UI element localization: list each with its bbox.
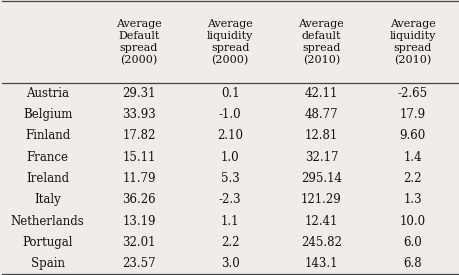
Text: 12.41: 12.41 [305, 214, 338, 228]
Text: Netherlands: Netherlands [11, 214, 84, 228]
Text: 36.26: 36.26 [122, 193, 156, 206]
Text: 9.60: 9.60 [399, 130, 426, 142]
Text: Average
liquidity
spread
(2010): Average liquidity spread (2010) [390, 18, 436, 65]
Text: 15.11: 15.11 [122, 151, 156, 164]
Text: 143.1: 143.1 [305, 257, 338, 270]
Text: 2.10: 2.10 [217, 130, 243, 142]
Text: Belgium: Belgium [23, 108, 73, 121]
Text: 6.8: 6.8 [403, 257, 422, 270]
Text: Ireland: Ireland [26, 172, 69, 185]
Text: -2.65: -2.65 [397, 87, 428, 100]
Text: Finland: Finland [25, 130, 70, 142]
Text: 5.3: 5.3 [221, 172, 240, 185]
Text: 2.2: 2.2 [221, 236, 240, 249]
Text: -1.0: -1.0 [219, 108, 241, 121]
Text: 11.79: 11.79 [122, 172, 156, 185]
Text: 1.1: 1.1 [221, 214, 240, 228]
Text: 42.11: 42.11 [305, 87, 338, 100]
Text: 23.57: 23.57 [122, 257, 156, 270]
Text: 245.82: 245.82 [301, 236, 342, 249]
Text: 32.17: 32.17 [305, 151, 338, 164]
Text: 17.82: 17.82 [122, 130, 156, 142]
Text: 1.4: 1.4 [403, 151, 422, 164]
Text: -2.3: -2.3 [219, 193, 241, 206]
Text: France: France [27, 151, 69, 164]
Text: Austria: Austria [26, 87, 69, 100]
Text: 12.81: 12.81 [305, 130, 338, 142]
Text: 32.01: 32.01 [122, 236, 156, 249]
Text: Portugal: Portugal [22, 236, 73, 249]
Text: 17.9: 17.9 [400, 108, 426, 121]
Text: Average
default
spread
(2010): Average default spread (2010) [298, 18, 344, 65]
Text: 48.77: 48.77 [305, 108, 338, 121]
Text: 1.3: 1.3 [403, 193, 422, 206]
Text: 295.14: 295.14 [301, 172, 342, 185]
Text: 13.19: 13.19 [122, 214, 156, 228]
Text: Spain: Spain [31, 257, 65, 270]
Text: 0.1: 0.1 [221, 87, 240, 100]
Text: 29.31: 29.31 [122, 87, 156, 100]
Text: 10.0: 10.0 [400, 214, 426, 228]
Text: 2.2: 2.2 [403, 172, 422, 185]
Text: 121.29: 121.29 [301, 193, 342, 206]
Text: Italy: Italy [34, 193, 61, 206]
Text: 3.0: 3.0 [221, 257, 240, 270]
Text: Average
liquidity
spread
(2000): Average liquidity spread (2000) [207, 18, 253, 65]
Text: 33.93: 33.93 [122, 108, 156, 121]
Text: 1.0: 1.0 [221, 151, 240, 164]
Text: 6.0: 6.0 [403, 236, 422, 249]
Text: Average
Default
spread
(2000): Average Default spread (2000) [116, 18, 162, 65]
